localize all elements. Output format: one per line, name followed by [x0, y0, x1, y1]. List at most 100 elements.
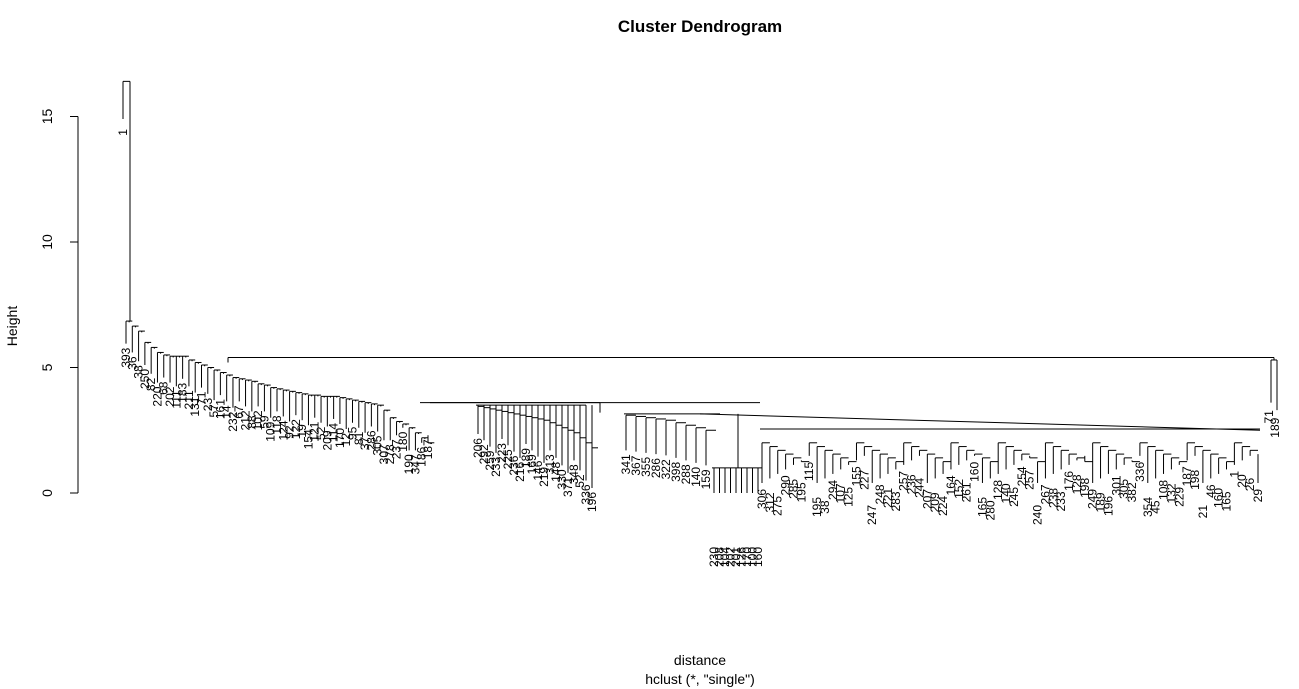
leaf-label: 286: [649, 458, 663, 478]
leaf-label: 292: [477, 444, 491, 464]
leaf-label: 221: [881, 488, 895, 508]
leaf-label: 12: [339, 433, 353, 447]
leaf-label: 126: [735, 547, 749, 567]
leaf-label: 170: [740, 547, 754, 567]
leaf-label: 236: [905, 474, 919, 494]
leaf-label: 336: [579, 484, 593, 504]
leaf-label: 236: [507, 455, 521, 475]
leaf-label: 109: [264, 421, 278, 441]
leaf-label: 230: [707, 547, 721, 567]
leaf-label: 118: [270, 415, 284, 434]
leaf-label: 165: [975, 497, 989, 517]
leaf-label: 393: [119, 347, 133, 367]
leaf-label: 207: [920, 489, 934, 509]
leaf-label: 140: [999, 483, 1013, 503]
leaf-label: 186: [415, 446, 429, 466]
x-axis-label: distance: [674, 652, 726, 668]
leaf-label: 233: [1054, 491, 1068, 511]
leaf-label: 189: [1094, 492, 1108, 512]
y-tick-label: 10: [39, 234, 55, 250]
leaf-label: 250: [138, 369, 152, 389]
leaf-label: 88: [245, 415, 259, 429]
leaf-label: 211: [182, 390, 196, 409]
leaf-label: 128: [991, 480, 1005, 500]
leaf-label: 305: [1117, 479, 1131, 499]
leaf-label: 124: [276, 420, 290, 440]
leaf-label: 307: [377, 444, 391, 464]
leaf-label: 132: [1164, 483, 1178, 503]
leaf-label: 354: [1141, 497, 1155, 517]
leaf-label: 259: [483, 450, 497, 470]
leaf-label: 245: [1007, 487, 1021, 507]
leaf-label: 57: [207, 404, 221, 418]
y-axis-label: Height: [4, 306, 20, 347]
leaf-label: 95: [346, 426, 360, 440]
leaf-label: 225: [501, 449, 515, 469]
leaf-label: 267: [1038, 484, 1052, 504]
leaf-label: 68: [157, 381, 171, 395]
leaf-label: 294: [826, 480, 840, 500]
leaf-label: 114: [327, 423, 341, 442]
leaf-label: 382: [1125, 482, 1139, 502]
leaf-label: 161: [213, 399, 227, 419]
leaf-label: 248: [873, 484, 887, 504]
leaf-label: 71: [1262, 410, 1276, 424]
leaf-label: 107: [834, 483, 848, 503]
leaf-label: 322: [659, 459, 673, 479]
leaf-label: 237: [390, 439, 404, 459]
leaf-label: 224: [936, 496, 950, 516]
leaf-label: 146: [531, 460, 545, 480]
leaf-label: 128: [1070, 474, 1084, 494]
leaf-label: 209: [320, 430, 334, 450]
leaf-label: 125: [842, 487, 856, 507]
leaf-label: 290: [779, 475, 793, 495]
leaf-label: 180: [396, 431, 410, 451]
sub-label: hclust (*, "single"): [645, 671, 755, 687]
leaf-label: 92: [283, 425, 297, 439]
leaf-label: 20: [1235, 474, 1249, 488]
leaf-label: 278: [383, 444, 397, 464]
leaf-label: 288: [679, 464, 693, 484]
leaf-label: 212: [239, 410, 253, 430]
leaf-label: 301: [1109, 475, 1123, 495]
leaf-label: 104: [718, 547, 732, 567]
leaf-label: 36: [125, 356, 139, 370]
leaf-label: 26: [1243, 478, 1257, 492]
leaf-label: 195: [810, 497, 824, 517]
y-tick-label: 0: [39, 489, 55, 497]
leaf-label: 220: [150, 386, 164, 406]
leaf-label: 169: [525, 454, 539, 474]
leaf-label: 187: [421, 439, 435, 459]
leaf-label: 275: [771, 496, 785, 516]
leaf-label: 131: [188, 396, 202, 416]
leaf-label: 283: [889, 491, 903, 511]
leaf-label: 21: [1196, 505, 1210, 519]
leaf-label: 160: [968, 462, 982, 482]
leaf-label: 216: [513, 462, 527, 482]
leaf-label: 38: [132, 365, 146, 379]
leaf-label: 148: [549, 462, 563, 482]
leaf-label: 160: [751, 547, 765, 567]
leaf-label: 244: [912, 478, 926, 498]
leaf-label: 82: [144, 377, 158, 391]
leaf-label: 102: [251, 410, 265, 430]
y-tick-label: 15: [39, 109, 55, 125]
leaf-label: 45: [1149, 500, 1163, 514]
leaf-label: 29: [1251, 489, 1265, 503]
leaf-label: 1: [116, 129, 130, 136]
leaf-label: 198: [1078, 478, 1092, 498]
leaf-label: 189: [1268, 417, 1282, 437]
leaf-label: 348: [567, 464, 581, 484]
leaf-label: 201: [729, 547, 743, 567]
leaf-label: 155: [849, 466, 863, 486]
leaf-label: 240: [1031, 505, 1045, 525]
leaf-label: 305: [371, 435, 385, 455]
leaf-label: 115: [802, 462, 816, 481]
leaf-label: 286: [364, 430, 378, 450]
leaf-labels: 1393363825082220682021111832111317123571…: [116, 129, 1282, 567]
dendrogram-tree: [122, 80, 1278, 493]
leaf-label: 152: [952, 479, 966, 499]
leaf-label: 46: [1204, 484, 1218, 498]
leaf-label: 280: [983, 500, 997, 520]
